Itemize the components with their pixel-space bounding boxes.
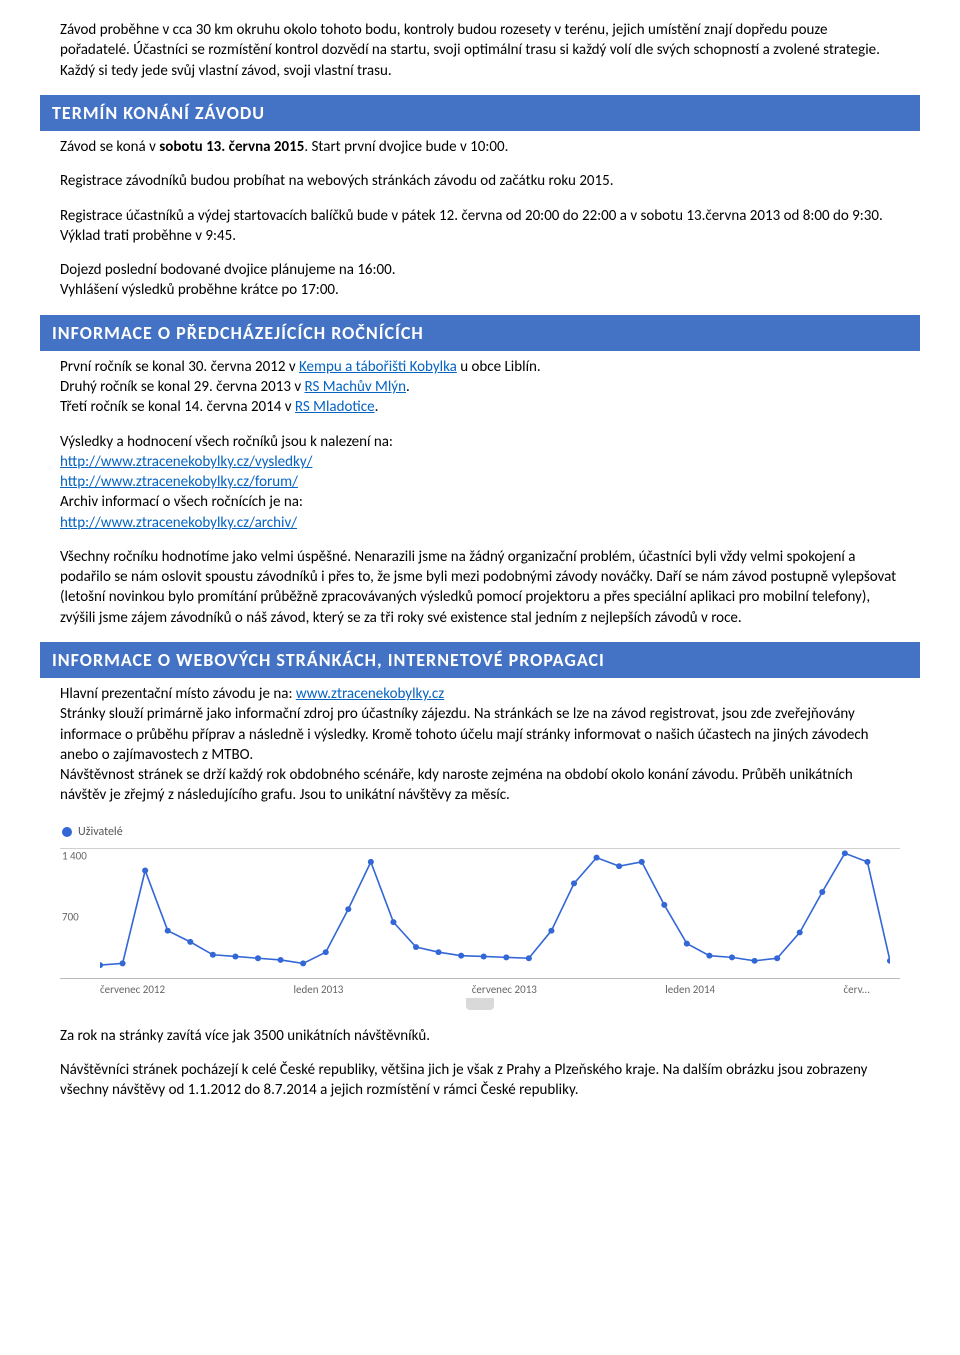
x-axis-label: červ... (844, 983, 870, 998)
chart-x-labels: červenec 2012 leden 2013 červenec 2013 lede… (60, 979, 900, 998)
link-vysledky[interactable]: http://www.ztracenekobylky.cz/vysledky/ (60, 453, 312, 471)
closing-p2: Návštěvníci stránek pocházejí k celé Čes… (60, 1060, 900, 1101)
text: . Start první dvojice bude v 10:00. (304, 138, 508, 156)
visitors-chart: Uživatelé 1 400 700 červenec 2012 leden 2… (60, 820, 900, 1010)
section-header-termin: TERMÍN KONÁNÍ ZÁVODU (40, 95, 920, 131)
x-axis-label: červenec 2012 (100, 983, 165, 998)
link-machuv-mlyn[interactable]: RS Machův Mlýn (305, 378, 406, 396)
vysledky-intro: Výsledky a hodnocení všech ročníků jsou … (60, 432, 900, 452)
chart-legend: Uživatelé (60, 820, 900, 849)
termin-p1: Závod se koná v sobotu 13. června 2015. … (60, 137, 900, 157)
text: . (406, 378, 410, 396)
archiv-intro: Archiv informací o všech ročnících je na… (60, 492, 900, 512)
closing-p1: Za rok na stránky zavítá více jak 3500 u… (60, 1026, 900, 1046)
text: Závod se koná v (60, 138, 159, 156)
legend-dot-icon (62, 827, 72, 837)
text: Vyhlášení výsledků proběhne krátce po 17… (60, 281, 339, 299)
link-archiv[interactable]: http://www.ztracenekobylky.cz/archiv/ (60, 514, 297, 532)
text: Třetí ročník se konal 14. června 2014 v (60, 398, 295, 416)
link-main-site[interactable]: www.ztracenekobylky.cz (296, 685, 444, 703)
rocnik-line-1: První ročník se konal 30. června 2012 v … (60, 357, 900, 377)
web-p1: Hlavní prezentační místo závodu je na: w… (60, 684, 900, 704)
section-header-predchazejici: INFORMACE O PŘEDCHÁZEJÍCÍCH ROČNÍCÍCH (40, 315, 920, 351)
link-mladotice[interactable]: RS Mladotice (295, 398, 375, 416)
x-axis-label: červenec 2013 (472, 983, 537, 998)
link-kemp-kobylka[interactable]: Kempu a tábořišti Kobylka (299, 358, 457, 376)
x-axis-label: leden 2013 (294, 983, 344, 998)
termin-p2: Registrace závodníků budou probíhat na w… (60, 171, 900, 191)
text: . (375, 398, 379, 416)
y-tick-700: 700 (62, 911, 79, 926)
link-forum[interactable]: http://www.ztracenekobylky.cz/forum/ (60, 473, 298, 491)
text: Dojezd poslední bodované dvojice plánuje… (60, 261, 396, 279)
x-axis-label: leden 2014 (665, 983, 715, 998)
legend-label: Uživatelé (78, 824, 123, 840)
hodnoceni-paragraph: Všechny ročníku hodnotíme jako velmi úsp… (60, 547, 900, 628)
rocnik-line-2: Druhý ročník se konal 29. června 2013 v … (60, 377, 900, 397)
termin-p3: Registrace účastníků a výdej startovacíc… (60, 206, 900, 247)
chart-plot-area: 1 400 700 (60, 849, 900, 979)
chart-scroll-tab-icon (466, 998, 494, 1010)
text: Druhý ročník se konal 29. června 2013 v (60, 378, 305, 396)
section-header-web: INFORMACE O WEBOVÝCH STRÁNKÁCH, INTERNET… (40, 642, 920, 678)
termin-p4: Dojezd poslední bodované dvojice plánuje… (60, 260, 900, 301)
text: První ročník se konal 30. června 2012 v (60, 358, 299, 376)
web-p2: Stránky slouží primárně jako informační … (60, 704, 900, 765)
intro-paragraph: Závod proběhne v cca 30 km okruhu okolo … (60, 20, 900, 81)
y-tick-1400: 1 400 (62, 850, 87, 865)
text: Hlavní prezentační místo závodu je na: (60, 685, 296, 703)
text: u obce Liblín. (457, 358, 541, 376)
chart-svg (100, 849, 890, 978)
rocnik-line-3: Třetí ročník se konal 14. června 2014 v … (60, 397, 900, 417)
date-bold: sobotu 13. června 2015 (159, 138, 304, 156)
web-p3: Návštěvnost stránek se drží každý rok ob… (60, 765, 900, 806)
